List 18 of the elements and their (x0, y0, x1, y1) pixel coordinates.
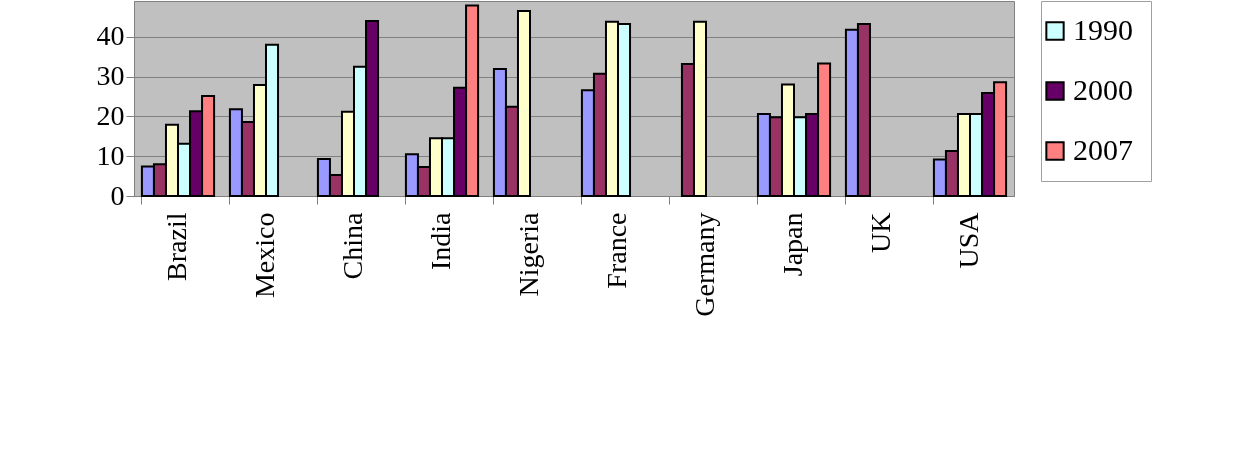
x-tick-label: Nigeria (513, 211, 544, 297)
x-tick-label: Mexico (249, 212, 280, 299)
legend-label: 2007 (1073, 133, 1133, 166)
x-tick-label: France (601, 212, 632, 289)
y-tick-label: 40 (96, 20, 125, 52)
y-tick-label: 0 (110, 179, 125, 211)
x-tick-label: India (425, 211, 456, 271)
legend-label: 2000 (1073, 73, 1133, 106)
x-tick-label: Japan (777, 212, 808, 277)
x-tick-label: Germany (689, 212, 720, 317)
x-tick-label: Brazil (161, 212, 192, 281)
x-tick-label: UK (865, 212, 896, 253)
x-tick-label: USA (953, 211, 984, 269)
y-tick-label: 30 (96, 60, 125, 92)
y-tick-label: 20 (96, 99, 125, 131)
legend-label: 1990 (1073, 13, 1133, 46)
y-tick-label: 10 (96, 139, 125, 171)
x-tick-label: China (337, 211, 368, 280)
